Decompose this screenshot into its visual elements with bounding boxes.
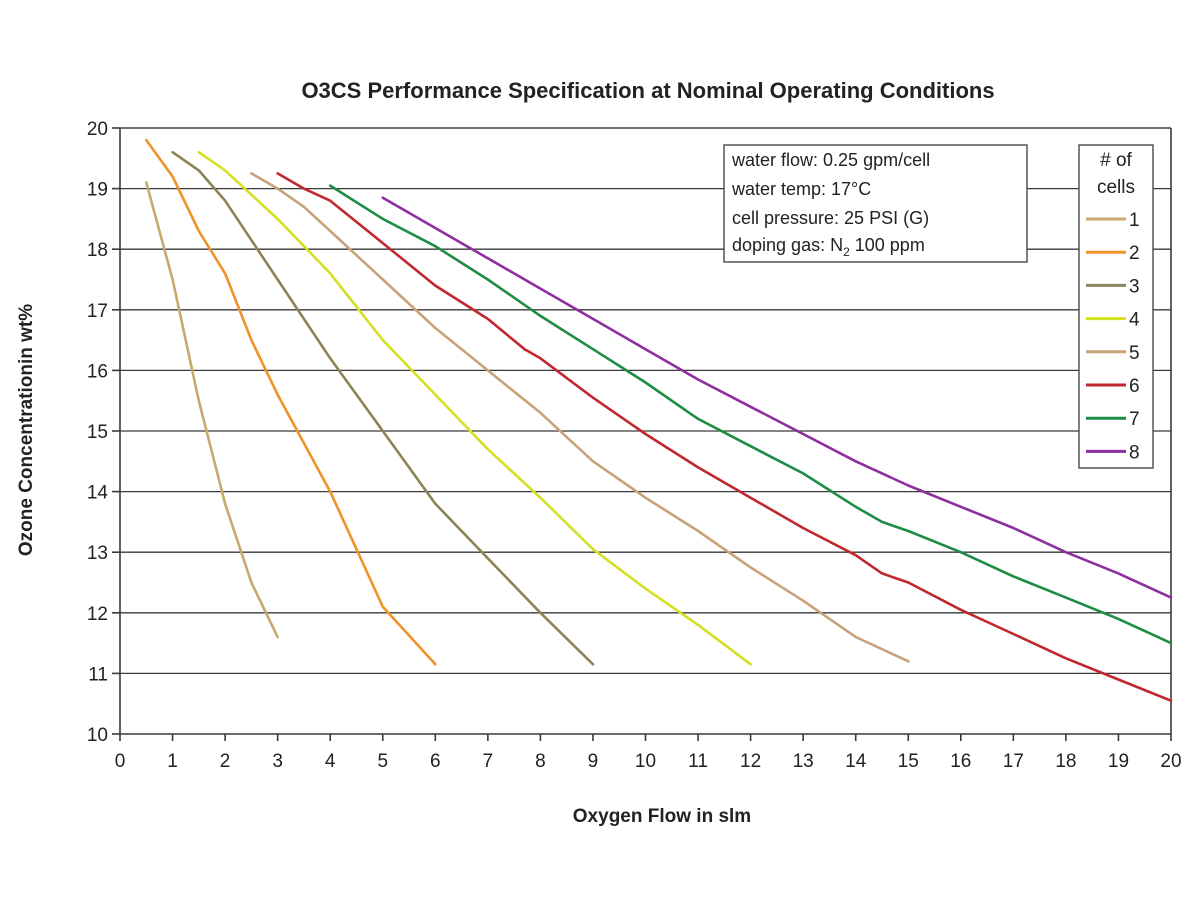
legend-label: 6 (1129, 376, 1140, 397)
legend-label: 7 (1129, 409, 1140, 430)
x-tick-label: 9 (588, 751, 599, 772)
series-line-6-cells (276, 172, 1173, 702)
y-tick-label: 20 (87, 119, 108, 140)
x-tick-label: 11 (688, 751, 708, 772)
legend-title: cells (1097, 177, 1135, 198)
x-tick-label: 10 (635, 751, 656, 772)
x-tick-label: 12 (740, 751, 761, 772)
y-tick-label: 11 (88, 664, 108, 685)
legend-label: 1 (1129, 210, 1140, 231)
x-tick-label: 5 (377, 751, 388, 772)
series-line-8-cells (381, 196, 1173, 599)
x-tick-label: 7 (483, 751, 494, 772)
series-line-1-cells (145, 181, 279, 639)
x-tick-label: 6 (430, 751, 441, 772)
series-line-3-cells (171, 150, 595, 666)
y-tick-label: 19 (87, 180, 108, 201)
x-tick-label: 14 (845, 751, 867, 772)
conditions-annotation: water flow: 0.25 gpm/cell water temp: 17… (723, 144, 1028, 263)
x-tick-label: 1 (167, 751, 178, 772)
legend-label: 4 (1129, 310, 1140, 331)
y-tick-label: 13 (87, 543, 108, 564)
legend-title: # of (1100, 150, 1132, 171)
annotation-line: cell pressure: 25 PSI (G) (732, 208, 929, 228)
annotation-line: water temp: 17°C (731, 179, 871, 199)
annotation-subscript: 2 (843, 245, 850, 259)
y-tick-label: 14 (87, 483, 109, 504)
x-tick-label: 8 (535, 751, 546, 772)
y-tick-label: 10 (87, 725, 108, 746)
annotation-text: doping gas: N (732, 235, 843, 255)
annotation-box (723, 144, 1028, 263)
legend-label: 5 (1129, 343, 1140, 364)
x-tick-label: 20 (1160, 751, 1181, 772)
x-tick-label: 19 (1108, 751, 1129, 772)
y-tick-label: 15 (87, 422, 108, 443)
annotation-line: water flow: 0.25 gpm/cell (731, 150, 930, 170)
x-tick-label: 15 (898, 751, 919, 772)
annotation-text-after: 100 ppm (850, 235, 925, 255)
y-tick-label: 12 (87, 604, 108, 625)
legend-label: 2 (1129, 243, 1140, 264)
y-axis-label: Ozone Concentrationin wt% (16, 304, 37, 556)
series-line-4-cells (197, 150, 752, 666)
x-tick-label: 17 (1003, 751, 1024, 772)
x-tick-label: 0 (115, 751, 126, 772)
legend-label: 3 (1129, 276, 1140, 297)
series-line-5-cells (250, 172, 910, 663)
legend-box (1078, 144, 1154, 469)
y-tick-label: 17 (87, 301, 108, 322)
series-lines (145, 138, 1173, 702)
x-tick-label: 18 (1055, 751, 1076, 772)
x-axis-label: Oxygen Flow in slm (573, 806, 751, 827)
y-tick-label: 18 (87, 240, 108, 261)
legend: # of cells 1 2 3 4 5 6 7 8 (1078, 144, 1154, 469)
series-line-7-cells (328, 184, 1173, 645)
x-tick-label: 2 (220, 751, 231, 772)
chart-title: O3CS Performance Specification at Nomina… (301, 78, 994, 103)
annotation-line: doping gas: N2 100 ppm (732, 235, 925, 259)
y-tick-label: 16 (87, 361, 108, 382)
x-tick-label: 16 (950, 751, 971, 772)
x-tick-label: 4 (325, 751, 336, 772)
axes (112, 127, 1172, 741)
x-tick-label: 13 (793, 751, 814, 772)
series-line-2-cells (145, 138, 437, 666)
legend-label: 8 (1129, 442, 1140, 463)
x-tick-label: 3 (272, 751, 283, 772)
